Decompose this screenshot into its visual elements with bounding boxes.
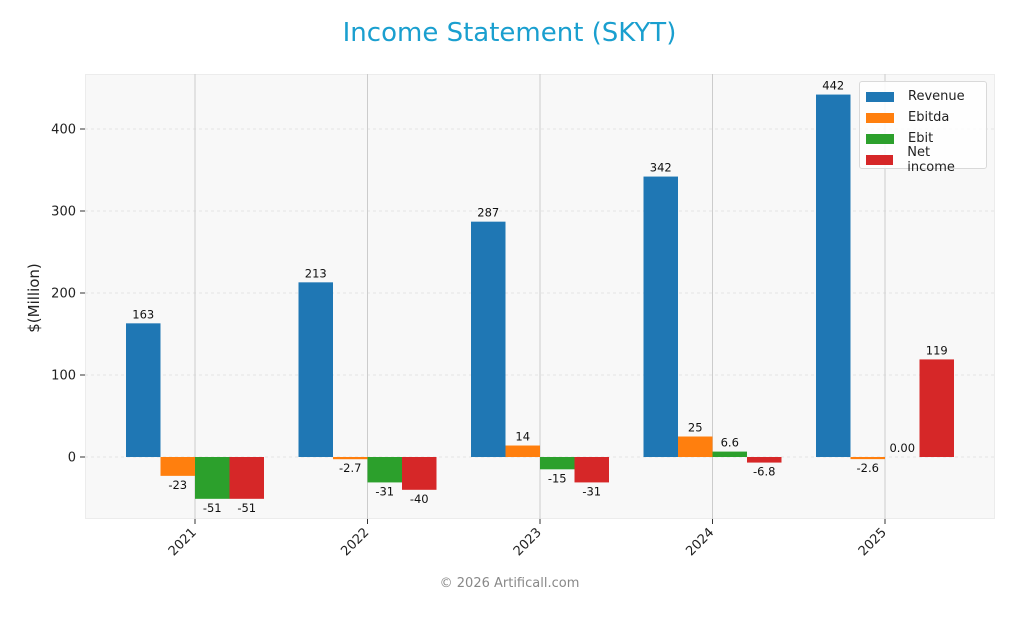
legend-swatch-icon (866, 91, 894, 102)
data-label: -31 (375, 484, 394, 498)
legend-label: Revenue (908, 89, 965, 104)
bar-ebit (712, 451, 747, 457)
bar-revenue (126, 323, 161, 457)
bar-ebitda (160, 457, 195, 476)
data-label: 442 (822, 79, 844, 93)
bar-ebit (367, 457, 402, 483)
y-tick-label: 0 (68, 451, 76, 466)
bar-revenue (643, 176, 678, 457)
data-label: 342 (650, 161, 672, 175)
legend-item: Revenue (866, 86, 980, 107)
bar-revenue (816, 94, 851, 457)
bar-ebit (540, 457, 575, 470)
y-tick-label: 200 (51, 287, 76, 302)
legend-swatch-icon (866, 133, 894, 144)
data-label: 6.6 (721, 436, 739, 450)
data-label: -40 (410, 492, 429, 506)
legend-item: Ebitda (866, 107, 980, 128)
data-label: 287 (477, 206, 499, 220)
data-label: -15 (548, 471, 567, 485)
data-label: -2.7 (339, 461, 361, 475)
legend-item: Net income (866, 145, 980, 175)
bar-ebitda (850, 457, 885, 460)
y-tick-label: 300 (51, 205, 76, 220)
legend-swatch-icon (866, 112, 894, 123)
chart-title: Income Statement (SKYT) (342, 18, 677, 48)
legend-label: Net income (907, 144, 955, 175)
bar-net-income (574, 457, 609, 483)
data-label: -51 (237, 501, 256, 515)
x-tick-label: 2022 (338, 525, 372, 559)
data-label: 14 (515, 430, 530, 444)
x-tick-label: 2024 (683, 525, 717, 559)
legend-swatch-icon (866, 154, 894, 165)
bar-ebitda (505, 445, 540, 457)
bar-revenue (298, 282, 333, 457)
bar-ebit (195, 457, 230, 499)
bar-net-income (747, 457, 782, 463)
x-tick-label: 2021 (166, 525, 200, 559)
data-label: 0.00 (889, 441, 915, 455)
legend-label: Ebitda (908, 110, 950, 125)
bar-net-income (919, 359, 954, 457)
legend: Revenue Ebitda Ebit Net income (859, 81, 987, 175)
data-label: 163 (132, 307, 154, 321)
legend-label: Ebit (908, 131, 934, 146)
data-label: -6.8 (753, 465, 775, 479)
y-tick-label: 100 (51, 369, 76, 384)
data-label: -31 (582, 484, 601, 498)
y-tick-label: 400 (51, 123, 76, 138)
data-label: -51 (203, 501, 222, 515)
bar-net-income (229, 457, 264, 499)
bar-ebitda (678, 436, 713, 457)
bar-ebitda (333, 457, 368, 460)
bar-revenue (471, 221, 506, 457)
bar-net-income (402, 457, 437, 490)
data-label: -23 (168, 478, 187, 492)
x-tick-label: 2023 (511, 525, 545, 559)
data-label: 119 (926, 343, 948, 357)
y-axis-label: $(Million) (25, 263, 43, 333)
data-label: 213 (305, 266, 327, 280)
data-label: -2.6 (857, 461, 879, 475)
x-tick-label: 2025 (856, 525, 890, 559)
legend-item: Ebit (866, 128, 980, 149)
copyright-footer: © 2026 Artificall.com (439, 576, 580, 591)
data-label: 25 (688, 421, 703, 435)
